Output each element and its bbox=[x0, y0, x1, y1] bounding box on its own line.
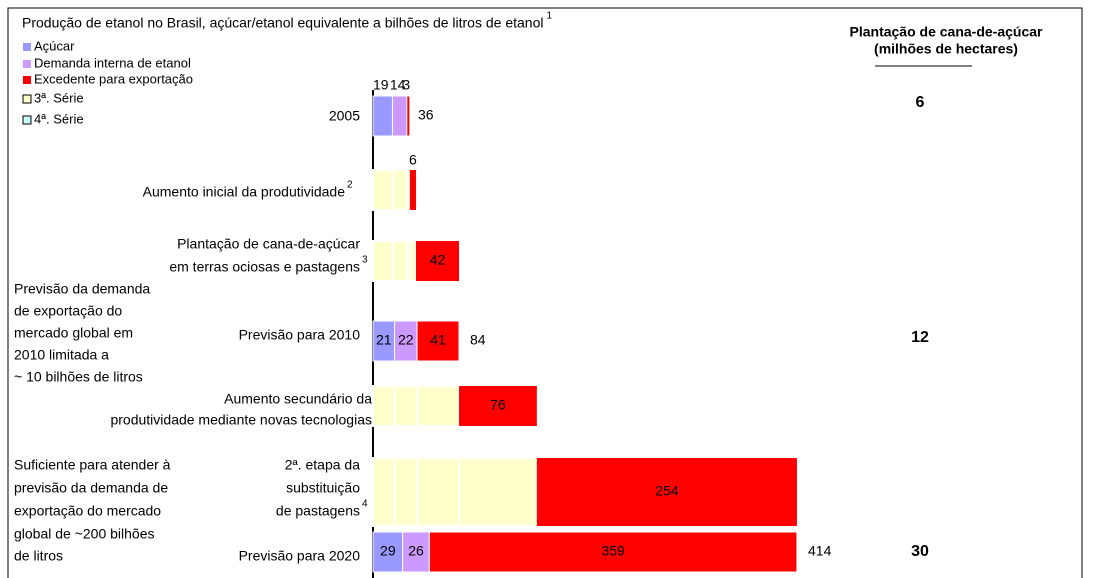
value-label: 26 bbox=[408, 543, 424, 559]
bar-segment bbox=[372, 95, 393, 137]
base-segment bbox=[405, 169, 411, 211]
note: global de ~200 bilhões bbox=[14, 526, 155, 542]
base-segment bbox=[408, 240, 418, 282]
value-label: 19 bbox=[373, 77, 389, 93]
row-label: Plantação de cana-de-açúcar bbox=[177, 236, 360, 252]
value-label: 21 bbox=[376, 332, 392, 348]
legend-label: Açúcar bbox=[34, 38, 75, 53]
area-title: Plantação de cana-de-açúcar bbox=[850, 24, 1044, 40]
base-segment bbox=[372, 240, 394, 282]
row-label: 2ª. etapa da bbox=[285, 457, 360, 473]
total-label: 414 bbox=[808, 543, 832, 559]
value-label: 22 bbox=[398, 332, 414, 348]
area-value: 30 bbox=[911, 543, 929, 560]
legend-swatch bbox=[23, 43, 31, 51]
value-label: 42 bbox=[430, 252, 446, 268]
base-segment bbox=[372, 457, 396, 527]
area-value: 6 bbox=[916, 94, 925, 111]
note: de exportação do bbox=[14, 303, 122, 319]
row-footnote: 2 bbox=[347, 180, 353, 191]
area-title: (milhões de hectares) bbox=[874, 41, 1018, 57]
base-segment bbox=[372, 385, 396, 427]
legend-swatch bbox=[22, 94, 32, 104]
base-segment bbox=[458, 457, 538, 527]
bar-segment bbox=[409, 170, 417, 210]
total-label: 36 bbox=[418, 107, 434, 123]
legend-swatch bbox=[23, 60, 31, 68]
value-label: 14 bbox=[390, 77, 406, 93]
legend-swatch bbox=[22, 115, 32, 125]
row-label: em terras ociosas e pastagens bbox=[169, 259, 360, 275]
title-footnote: 1 bbox=[546, 11, 552, 22]
bar-segment bbox=[459, 386, 537, 426]
note: ~ 10 bilhões de litros bbox=[14, 369, 143, 385]
base-segment bbox=[391, 169, 408, 211]
area-value: 12 bbox=[911, 329, 929, 346]
row-label: 2005 bbox=[329, 108, 360, 124]
bar-segment bbox=[428, 531, 798, 573]
value-label: 41 bbox=[430, 332, 446, 348]
frame bbox=[7, 7, 1083, 578]
total-label: 84 bbox=[470, 332, 486, 348]
row-footnote: 4 bbox=[362, 499, 368, 510]
row-label: Previsão para 2010 bbox=[239, 327, 361, 343]
legend-label: 4ª. Série bbox=[34, 111, 84, 126]
row-label: de pastagens bbox=[276, 503, 360, 519]
base-segment bbox=[393, 457, 419, 527]
bar-segment bbox=[536, 458, 797, 526]
value-label: 76 bbox=[490, 397, 506, 413]
bar-segment bbox=[391, 95, 408, 137]
note: previsão da demanda de bbox=[14, 480, 168, 496]
row-label: produtividade mediante novas tecnologias bbox=[110, 412, 372, 428]
note: Previsão da demanda bbox=[14, 281, 150, 297]
legend-label: Demanda interna de etanol bbox=[34, 55, 191, 70]
legend-label: Excedente para exportação bbox=[34, 71, 193, 86]
value-label: 359 bbox=[601, 543, 625, 559]
base-segment bbox=[372, 169, 394, 211]
base-segment bbox=[393, 385, 419, 427]
row-label: Previsão para 2020 bbox=[239, 548, 361, 564]
row-label: Aumento secundário da bbox=[224, 391, 372, 407]
base-segment bbox=[391, 240, 408, 282]
value-label: 3 bbox=[402, 77, 410, 93]
bar-segment bbox=[416, 241, 460, 281]
note: de litros bbox=[14, 548, 63, 564]
note: exportação do mercado bbox=[14, 503, 161, 519]
row-label: substituição bbox=[286, 480, 360, 496]
legend-swatch bbox=[23, 76, 31, 84]
legend-label: 3ª. Série bbox=[34, 90, 84, 105]
value-label: 6 bbox=[409, 152, 417, 168]
base-segment bbox=[416, 385, 461, 427]
bar-segment bbox=[372, 531, 404, 573]
bar-segment bbox=[416, 320, 460, 362]
value-label: 254 bbox=[655, 483, 679, 499]
note: mercado global em bbox=[14, 325, 133, 341]
row-footnote: 3 bbox=[362, 255, 368, 266]
value-label: 29 bbox=[380, 543, 396, 559]
note: Suficiente para atender à bbox=[14, 457, 171, 473]
base-segment bbox=[416, 457, 461, 527]
bar-segment bbox=[406, 95, 411, 137]
row-label: Aumento inicial da produtividade bbox=[143, 184, 346, 200]
note: 2010 limitada a bbox=[14, 347, 109, 363]
chart-title: Produção de etanol no Brasil, açúcar/eta… bbox=[22, 15, 543, 31]
